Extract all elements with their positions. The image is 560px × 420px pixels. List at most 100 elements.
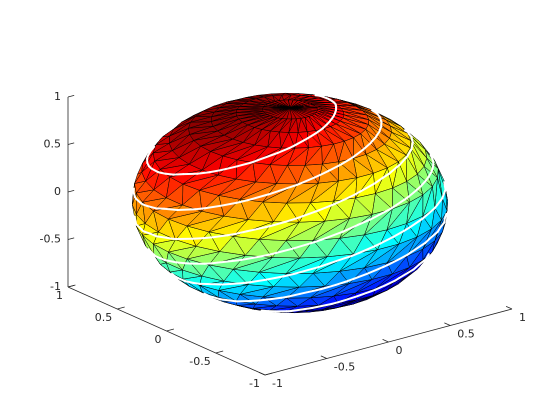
contour-line xyxy=(357,245,376,255)
contour-line xyxy=(238,281,248,285)
contour-line xyxy=(391,198,407,209)
x-tick xyxy=(382,338,389,343)
contour-line xyxy=(373,284,386,291)
contour-line xyxy=(192,281,201,285)
contour-line xyxy=(383,279,397,287)
contour-line xyxy=(352,148,364,158)
contour-line xyxy=(319,169,330,176)
contour-line xyxy=(343,254,353,260)
contour-line xyxy=(249,299,261,302)
contour-line xyxy=(408,241,427,255)
contour-line xyxy=(399,253,409,260)
contour-line xyxy=(267,184,296,196)
contour-line xyxy=(216,258,243,264)
contour-line xyxy=(392,230,405,239)
z-tick-label: 0 xyxy=(54,185,61,198)
contour-line xyxy=(208,295,214,299)
contour-line xyxy=(191,237,205,240)
contour-line xyxy=(363,142,372,150)
contour-line xyxy=(175,261,187,265)
contour-line xyxy=(156,256,166,261)
contour-line xyxy=(146,149,153,157)
contour-line xyxy=(284,217,298,223)
contour-line xyxy=(150,167,159,173)
contour-line xyxy=(367,265,385,275)
contour-line xyxy=(294,266,320,275)
mesh-face xyxy=(278,100,291,109)
z-tick xyxy=(67,189,75,193)
contour-line xyxy=(176,277,186,282)
x-tick-label: 0.5 xyxy=(457,328,475,341)
contour-line xyxy=(258,298,269,302)
contour-line xyxy=(196,171,211,175)
z-tick-label: 1 xyxy=(54,90,61,103)
contour-line xyxy=(398,156,408,166)
x-tick-label: -0.5 xyxy=(334,361,355,374)
contour-line xyxy=(330,99,335,104)
sphere-surface xyxy=(132,92,448,314)
x-tick-label: 0 xyxy=(396,344,403,357)
mesh-face xyxy=(286,202,311,223)
contour-line xyxy=(327,164,340,172)
y-tick-label: 0.5 xyxy=(95,311,113,324)
z-tick xyxy=(67,94,75,98)
mesh-face xyxy=(283,99,291,109)
contour-line xyxy=(164,172,175,176)
contour-line xyxy=(268,220,287,228)
contour-line xyxy=(265,275,285,281)
contour-line xyxy=(340,158,351,166)
contour-line xyxy=(373,242,382,248)
x-tick xyxy=(444,322,451,326)
contour-line xyxy=(379,236,395,245)
contour-line xyxy=(219,298,237,303)
contour-line xyxy=(311,302,333,309)
contour-line xyxy=(149,232,158,238)
z-tick xyxy=(67,284,75,288)
contour-line xyxy=(313,238,323,244)
mesh-face xyxy=(274,101,291,109)
contour-line xyxy=(436,197,444,206)
contour-line xyxy=(234,230,249,235)
contour-line xyxy=(158,171,167,175)
contour-line xyxy=(320,283,337,291)
z-tick xyxy=(67,142,75,145)
contour-line xyxy=(408,218,423,229)
contour-line xyxy=(341,223,359,233)
contour-line xyxy=(256,151,279,162)
contour-line xyxy=(218,168,227,172)
contour-line xyxy=(315,130,319,134)
contour-line xyxy=(226,232,237,237)
mesh-face xyxy=(289,104,313,109)
mesh-face xyxy=(267,103,291,109)
contour-line xyxy=(298,176,316,185)
mesh-face xyxy=(288,99,291,109)
contour-line xyxy=(310,131,318,138)
y-tick-label: -1 xyxy=(249,377,260,390)
contour-line xyxy=(146,204,157,210)
contour-line xyxy=(135,198,143,205)
contour-line xyxy=(334,280,349,286)
contour-line xyxy=(373,176,384,185)
mesh-face xyxy=(265,104,291,109)
contour-line xyxy=(334,198,346,205)
contour-line xyxy=(240,199,249,203)
y-tick-label: -0.5 xyxy=(189,355,210,368)
contour-line xyxy=(320,230,344,241)
contour-line xyxy=(356,218,372,226)
contour-line xyxy=(287,292,301,298)
contour-line xyxy=(202,236,213,240)
contour-line xyxy=(274,247,294,255)
contour-line xyxy=(294,139,305,146)
contour-line xyxy=(326,120,331,126)
mesh-face xyxy=(263,106,291,109)
y-tick-label: 0 xyxy=(155,333,162,346)
contour-line xyxy=(208,261,219,265)
mesh-face xyxy=(271,102,291,109)
contour-line xyxy=(359,182,376,193)
contour-line xyxy=(259,253,272,258)
contour-line xyxy=(322,123,328,130)
contour-line xyxy=(249,278,268,284)
contour-line xyxy=(346,277,355,283)
contour-line xyxy=(185,280,195,284)
contour-line xyxy=(210,234,229,239)
